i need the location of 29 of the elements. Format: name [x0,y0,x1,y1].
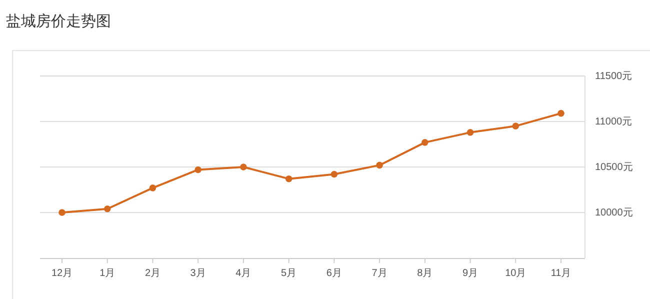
point [149,184,156,192]
y-tick-label: 11000元 [595,116,632,128]
point [422,139,428,146]
point [104,205,111,212]
point [330,170,338,178]
x-tick-label: 8月 [417,268,433,280]
point [240,164,247,170]
x-tick-label: 3月 [190,268,206,280]
point [58,209,66,216]
point [194,166,202,174]
chart-title: 盐城房价走势图 [6,12,111,30]
x-tick-label: 5月 [281,268,297,280]
x-tick-label: 2月 [144,268,161,280]
x-tick-label: 10月 [505,268,526,280]
x-tick-label: 12月 [51,268,73,280]
point [558,110,564,117]
y-tick-label: 10500元 [595,162,633,174]
point [285,175,292,182]
x-tick-label: 11月 [550,268,572,280]
x-tick-label: 4月 [236,268,252,280]
point [376,162,383,169]
x-tick-label: 7月 [372,268,388,280]
x-tick-label: 6月 [326,268,342,280]
point [512,122,520,130]
y-tick-label: 11500元 [595,71,632,82]
y-tick-label: 10000元 [595,208,633,219]
x-tick-label: 9月 [462,268,478,280]
point [466,129,474,136]
x-tick-label: 1月 [100,268,116,280]
